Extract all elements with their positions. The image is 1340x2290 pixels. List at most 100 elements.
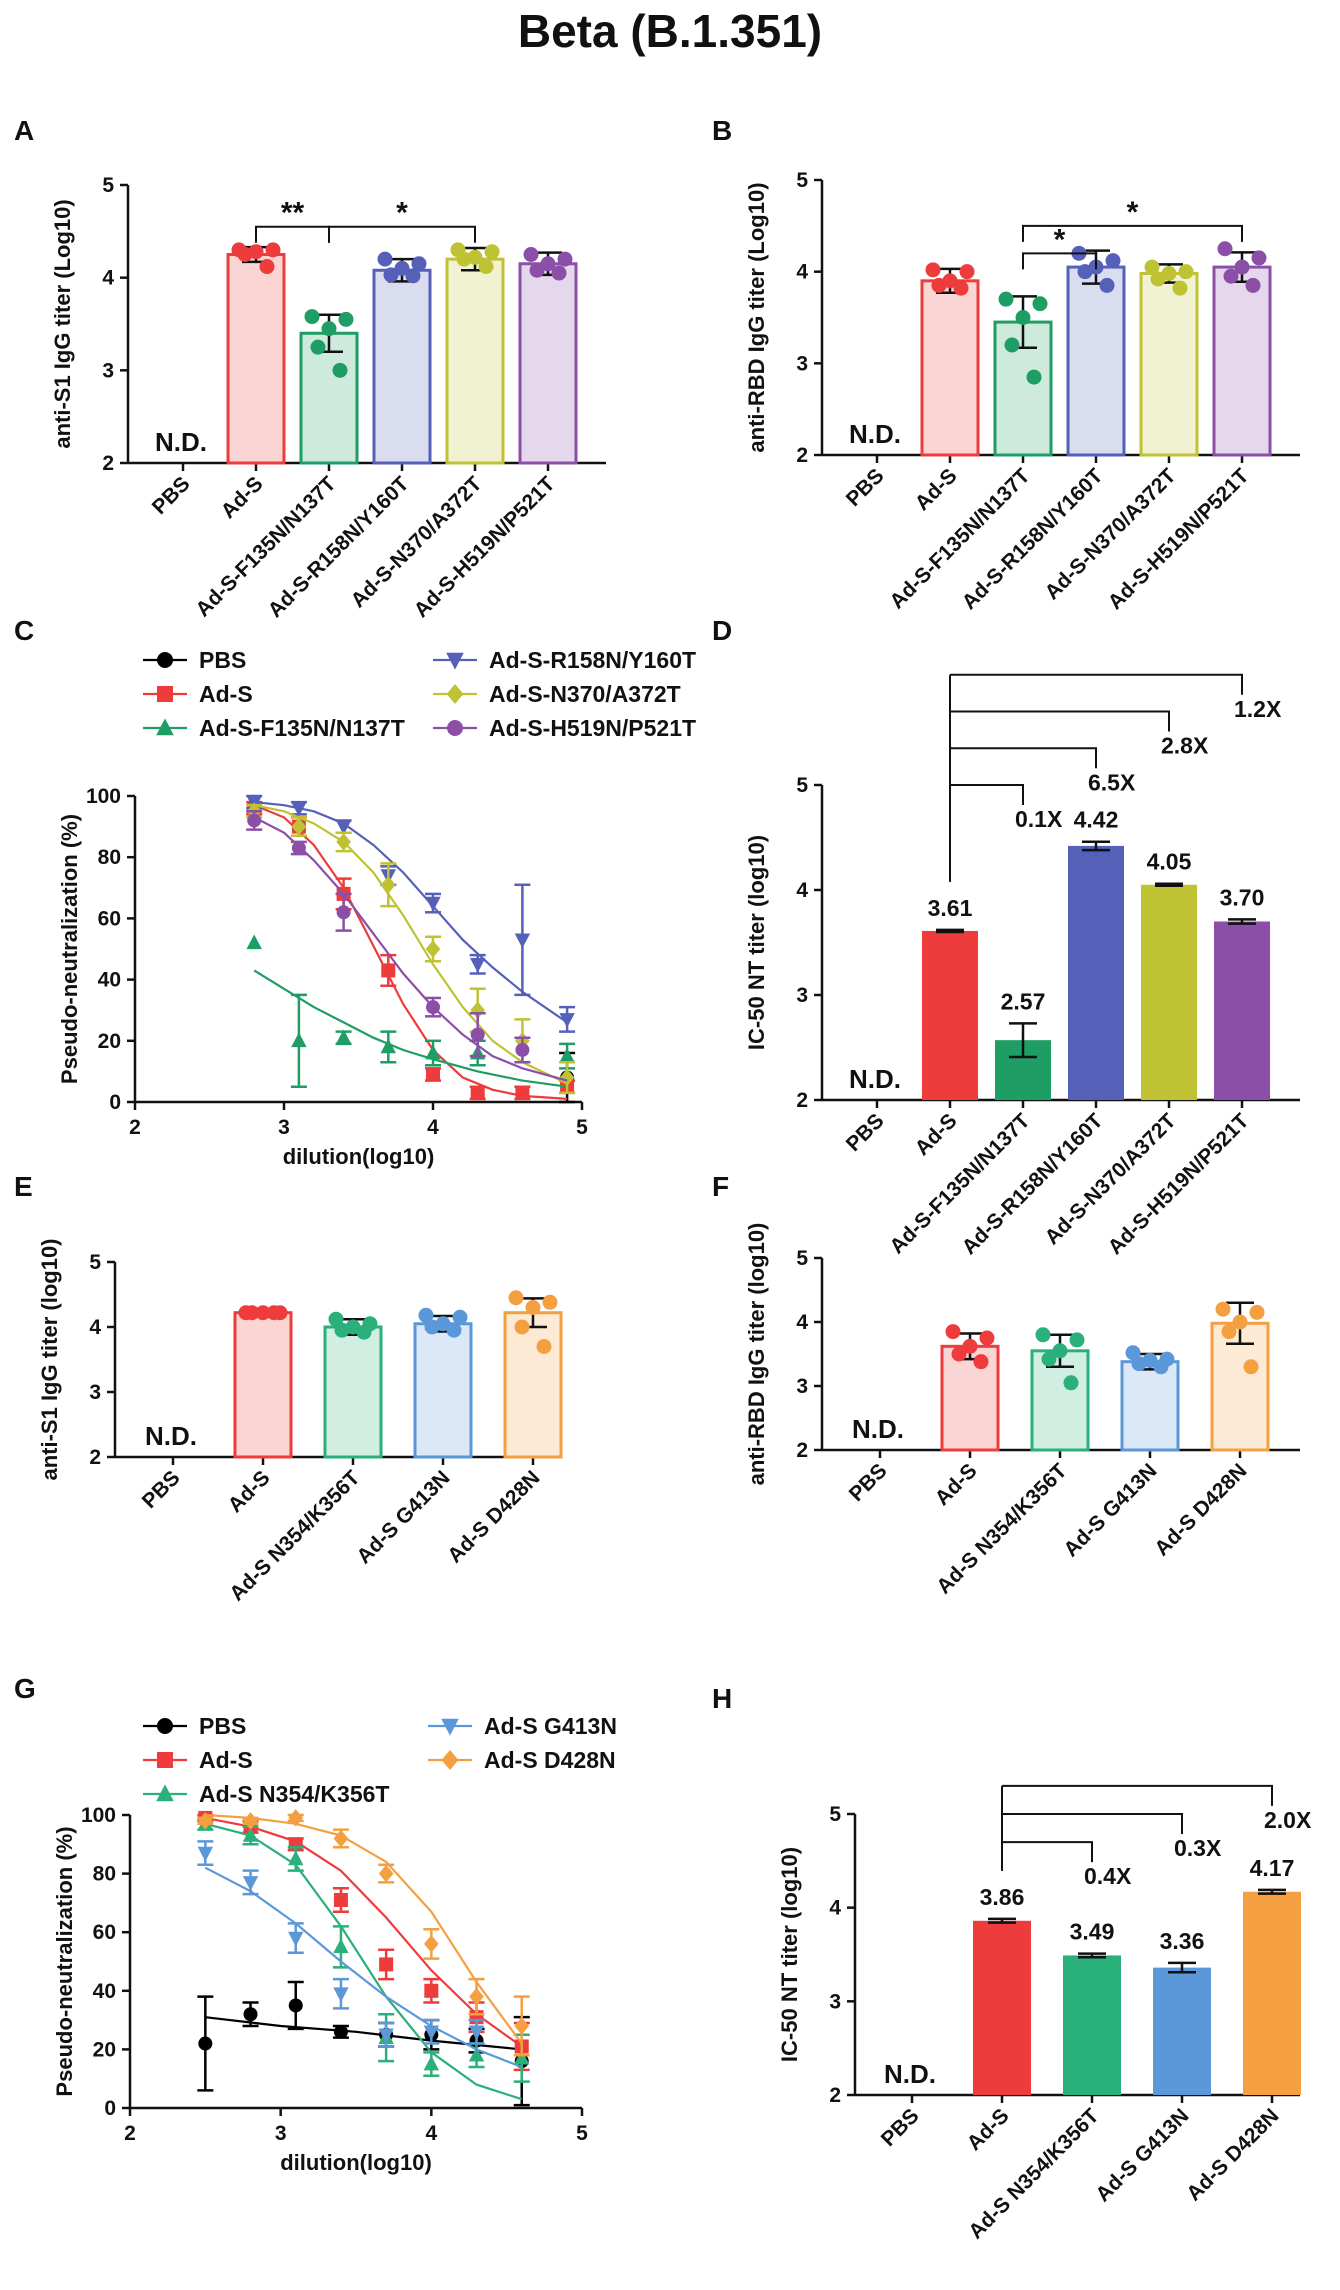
legend-label: Ad-S-R158N/Y160T bbox=[489, 647, 696, 673]
fold-change-bracket bbox=[1002, 1784, 1273, 1806]
x-tick-label: Ad-S-N370/A372T bbox=[346, 472, 486, 612]
data-point bbox=[1077, 264, 1093, 280]
data-point bbox=[246, 934, 262, 950]
y-tick-label: 20 bbox=[93, 2038, 116, 2061]
fold-change-label: 0.3X bbox=[1174, 1835, 1222, 1861]
panel-label-e: E bbox=[14, 1171, 33, 1202]
y-tick-label: 80 bbox=[93, 1863, 116, 1886]
data-point bbox=[979, 1330, 995, 1346]
data-point bbox=[336, 833, 351, 851]
data-point bbox=[333, 1938, 349, 1954]
data-point bbox=[559, 1013, 575, 1028]
value-label: 4.05 bbox=[1147, 849, 1192, 875]
y-tick-label: 2 bbox=[796, 1089, 808, 1112]
data-point bbox=[426, 1067, 440, 1082]
data-point bbox=[452, 1309, 468, 1325]
value-label: 3.49 bbox=[1070, 1919, 1115, 1945]
data-point bbox=[242, 1876, 259, 1891]
legend-marker bbox=[157, 1718, 173, 1734]
fit-curve bbox=[254, 801, 568, 1024]
data-point bbox=[1131, 1356, 1147, 1372]
fit-curve bbox=[253, 804, 568, 1085]
data-point bbox=[557, 251, 573, 267]
data-point bbox=[951, 1346, 967, 1362]
panel-e: E 2 3 4 5 anti-S1 IgG titer (log10) PBS Ad-S Ad-… bbox=[14, 1171, 563, 1606]
fold-change-bracket bbox=[1002, 1813, 1183, 1834]
data-point bbox=[1015, 310, 1031, 325]
y-axis-label: Pseudo-neutralization (%) bbox=[52, 1826, 77, 2096]
x-tick-label: 5 bbox=[576, 2122, 588, 2145]
legend-item: Ad-S-F135N/N137T bbox=[143, 715, 405, 741]
bar bbox=[413, 1322, 473, 1459]
data-point bbox=[931, 277, 947, 293]
data-point bbox=[1035, 1327, 1051, 1343]
fold-change-label: 2.8X bbox=[1161, 733, 1209, 759]
fit-curve bbox=[205, 1816, 523, 2048]
y-tick-label: 5 bbox=[796, 169, 808, 192]
value-label: 3.86 bbox=[980, 1884, 1025, 1910]
value-label: 3.36 bbox=[1160, 1928, 1205, 1954]
x-tick-label: Ad-S-F135N/N137T bbox=[885, 1109, 1034, 1258]
data-point bbox=[515, 1085, 530, 1100]
panel-label-g: G bbox=[14, 1673, 36, 1704]
y-tick-label: 3 bbox=[102, 359, 114, 382]
data-point bbox=[1150, 271, 1166, 287]
significance-bracket bbox=[328, 225, 476, 243]
value-label: 3.61 bbox=[928, 895, 973, 921]
legend-label: Ad-S bbox=[199, 1747, 253, 1773]
legend-label: Ad-S N354/K356T bbox=[199, 1781, 389, 1807]
data-point bbox=[197, 1812, 213, 1830]
data-point bbox=[381, 963, 396, 978]
x-tick-label: Ad-S bbox=[217, 472, 268, 523]
data-point bbox=[1153, 1359, 1169, 1375]
y-tick-label: 2 bbox=[796, 1439, 808, 1462]
data-point bbox=[1063, 1375, 1079, 1391]
data-point bbox=[378, 1864, 394, 1883]
y-axis-label: Pseudo-neutralization (%) bbox=[57, 814, 82, 1084]
bar bbox=[299, 331, 359, 465]
legend-item: Ad-S N354/K356T bbox=[143, 1781, 389, 1807]
data-point bbox=[418, 1307, 434, 1323]
data-point bbox=[525, 1300, 541, 1315]
data-point bbox=[266, 1305, 282, 1321]
data-point bbox=[411, 256, 427, 272]
x-tick-label: 4 bbox=[425, 2122, 437, 2145]
data-point bbox=[1245, 277, 1261, 293]
x-tick-label: Ad-S-F135N/N137T bbox=[191, 472, 340, 621]
x-tick-label: Ad-S bbox=[911, 464, 962, 515]
fold-change-bracket bbox=[950, 710, 1170, 732]
data-point bbox=[394, 260, 410, 276]
y-axis-label: anti-RBD IgG titer (log10) bbox=[744, 1223, 769, 1486]
nd-label: N.D. bbox=[145, 1421, 197, 1451]
legend-item: Ad-S-N370/A372T bbox=[433, 681, 681, 707]
x-tick-label: Ad-S D428N bbox=[443, 1466, 544, 1567]
bar bbox=[518, 262, 578, 465]
legend-marker bbox=[157, 686, 173, 702]
data-point bbox=[514, 2049, 530, 2065]
bar bbox=[1139, 272, 1199, 457]
panel-h: H 2 3 4 5 IC-50 NT titer (log10) PBS Ad-S 3.86 Ad… bbox=[712, 1683, 1312, 2244]
x-tick-label: 3 bbox=[278, 1116, 290, 1139]
data-point bbox=[540, 256, 556, 272]
x-tick-label: 5 bbox=[576, 1116, 588, 1139]
y-tick-label: 5 bbox=[89, 1251, 101, 1274]
data-point bbox=[244, 1305, 260, 1321]
data-point bbox=[304, 309, 320, 325]
legend-label: Ad-S G413N bbox=[484, 1713, 617, 1739]
bar bbox=[940, 1344, 1000, 1452]
y-tick-label: 5 bbox=[829, 1803, 841, 1826]
x-tick-label: Ad-S-H519N/P521T bbox=[1104, 464, 1254, 614]
y-tick-label: 4 bbox=[89, 1316, 101, 1339]
legend-marker bbox=[447, 720, 463, 736]
data-point bbox=[288, 1931, 304, 1947]
data-point bbox=[508, 1290, 524, 1306]
fold-change-label: 0.1X bbox=[1015, 806, 1063, 832]
data-point bbox=[1026, 369, 1042, 385]
data-point bbox=[334, 1322, 350, 1338]
data-point bbox=[424, 1983, 439, 1998]
y-tick-label: 100 bbox=[86, 785, 121, 808]
legend-label: PBS bbox=[199, 647, 246, 673]
nd-label: N.D. bbox=[849, 1064, 901, 1094]
